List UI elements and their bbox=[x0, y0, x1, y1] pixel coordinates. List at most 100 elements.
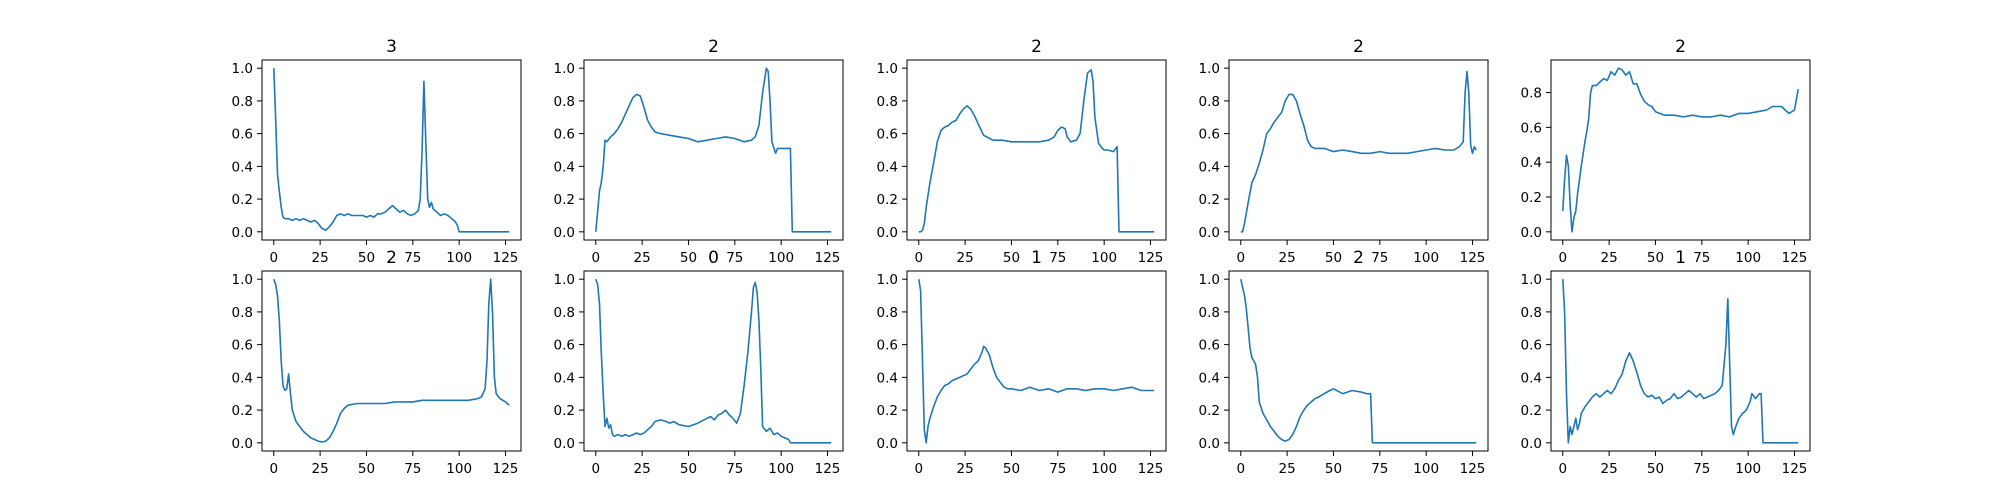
x-tick-label: 0 bbox=[1236, 461, 1245, 477]
x-tick-label: 100 bbox=[1735, 461, 1761, 477]
plot-frame bbox=[583, 270, 844, 452]
x-tick-label: 25 bbox=[957, 461, 974, 477]
x-tick-label: 50 bbox=[358, 250, 375, 266]
subplot-9: 2 0 25 50 75 100 125 0.0 0.2 0.4 0.6 0.8 1.0 bbox=[1199, 248, 1489, 477]
y-tick-label: 0.0 bbox=[554, 436, 575, 452]
x-tick-label: 25 bbox=[1601, 250, 1618, 266]
x-tick-label: 25 bbox=[1279, 461, 1296, 477]
series-line bbox=[1562, 67, 1799, 233]
x-tick-label: 25 bbox=[634, 461, 651, 477]
y-tick-label: 0.2 bbox=[877, 192, 898, 208]
y-tick-label: 0.2 bbox=[232, 403, 253, 419]
y-tick-label: 1.0 bbox=[1199, 61, 1220, 77]
x-tick-label: 125 bbox=[1782, 461, 1808, 477]
plot-frame bbox=[906, 270, 1167, 452]
x-tick-label: 100 bbox=[1735, 250, 1761, 266]
y-tick-label: 0.0 bbox=[877, 436, 898, 452]
y-tick-label: 0.0 bbox=[1521, 436, 1542, 452]
x-tick-label: 25 bbox=[1601, 461, 1618, 477]
y-tick-label: 0.2 bbox=[1199, 403, 1220, 419]
subplot-title: 2 bbox=[708, 37, 719, 57]
plot-frame bbox=[1228, 270, 1489, 452]
subplot-6: 2 0 25 50 75 100 125 0.0 0.2 0.4 0.6 0.8 1.0 bbox=[232, 248, 522, 477]
y-tick-label: 1.0 bbox=[1521, 272, 1542, 288]
x-tick-label: 125 bbox=[815, 461, 841, 477]
y-tick-label: 0.4 bbox=[232, 370, 253, 386]
y-tick-label: 0.6 bbox=[1199, 338, 1220, 354]
y-tick-label: 0.8 bbox=[554, 305, 575, 321]
y-tick-label: 0.0 bbox=[232, 225, 253, 241]
y-tick-label: 0.0 bbox=[1199, 225, 1220, 241]
x-tick-label: 50 bbox=[1647, 250, 1664, 266]
x-tick-label: 100 bbox=[446, 250, 472, 266]
subplot-title: 2 bbox=[1675, 37, 1686, 57]
y-tick-label: 0.4 bbox=[1199, 370, 1220, 386]
x-tick-label: 25 bbox=[957, 250, 974, 266]
y-tick-label: 0.4 bbox=[877, 159, 898, 175]
y-tick-label: 0.2 bbox=[1521, 403, 1542, 419]
subplot-5: 2 0 25 50 75 100 125 0.0 0.2 0.4 0.6 0.8 bbox=[1521, 37, 1811, 266]
y-tick-label: 0.8 bbox=[1521, 86, 1542, 102]
y-tick-label: 0.4 bbox=[877, 370, 898, 386]
y-tick-label: 0.6 bbox=[1521, 338, 1542, 354]
y-tick-label: 0.2 bbox=[877, 403, 898, 419]
y-tick-label: 0.8 bbox=[554, 94, 575, 110]
y-tick-label: 0.8 bbox=[1521, 305, 1542, 321]
x-tick-label: 125 bbox=[493, 461, 519, 477]
x-tick-label: 125 bbox=[1460, 250, 1486, 266]
x-tick-label: 100 bbox=[1413, 250, 1439, 266]
y-tick-label: 0.8 bbox=[877, 305, 898, 321]
x-tick-label: 25 bbox=[312, 250, 329, 266]
x-tick-label: 50 bbox=[1325, 461, 1342, 477]
x-tick-label: 75 bbox=[1371, 461, 1388, 477]
x-tick-label: 75 bbox=[1693, 250, 1710, 266]
subplot-title: 2 bbox=[1031, 37, 1042, 57]
subplot-4: 2 0 25 50 75 100 125 0.0 0.2 0.4 0.6 0.8 1.0 bbox=[1199, 37, 1489, 266]
x-tick-label: 50 bbox=[680, 250, 697, 266]
y-tick-label: 0.4 bbox=[1521, 370, 1542, 386]
plot-frame bbox=[1550, 59, 1811, 241]
x-tick-label: 125 bbox=[1138, 250, 1164, 266]
y-tick-label: 1.0 bbox=[232, 272, 253, 288]
x-tick-label: 0 bbox=[269, 461, 278, 477]
x-tick-label: 25 bbox=[1279, 250, 1296, 266]
series-line bbox=[1240, 279, 1477, 444]
y-tick-label: 0.2 bbox=[232, 192, 253, 208]
x-tick-label: 0 bbox=[591, 461, 600, 477]
x-tick-label: 0 bbox=[914, 461, 923, 477]
x-tick-label: 50 bbox=[680, 461, 697, 477]
x-tick-label: 125 bbox=[1138, 461, 1164, 477]
x-tick-label: 50 bbox=[1003, 461, 1020, 477]
subplot-title: 3 bbox=[386, 37, 397, 57]
y-tick-label: 0.4 bbox=[554, 370, 575, 386]
y-tick-label: 0.8 bbox=[1199, 94, 1220, 110]
x-tick-label: 100 bbox=[1091, 461, 1117, 477]
series-line bbox=[1562, 279, 1799, 444]
y-tick-label: 0.0 bbox=[1199, 436, 1220, 452]
subplot-title: 1 bbox=[1675, 248, 1686, 268]
x-tick-label: 50 bbox=[1325, 250, 1342, 266]
y-tick-label: 0.8 bbox=[877, 94, 898, 110]
y-tick-label: 0.0 bbox=[1521, 225, 1542, 241]
y-tick-label: 0.4 bbox=[1521, 155, 1542, 171]
subplot-7: 0 0 25 50 75 100 125 0.0 0.2 0.4 0.6 0.8 1.0 bbox=[554, 248, 844, 477]
y-tick-label: 0.0 bbox=[232, 436, 253, 452]
y-tick-label: 0.2 bbox=[1521, 190, 1542, 206]
series-line bbox=[1240, 70, 1477, 233]
series-line bbox=[595, 278, 832, 444]
plot-frame bbox=[583, 59, 844, 241]
x-tick-label: 50 bbox=[358, 461, 375, 477]
x-tick-label: 0 bbox=[1558, 461, 1567, 477]
x-tick-label: 125 bbox=[1460, 461, 1486, 477]
x-tick-label: 50 bbox=[1003, 250, 1020, 266]
series-line bbox=[918, 279, 1155, 444]
x-tick-label: 75 bbox=[1693, 461, 1710, 477]
series-line bbox=[918, 69, 1155, 233]
y-tick-label: 0.4 bbox=[232, 159, 253, 175]
subplot-10: 1 0 25 50 75 100 125 0.0 0.2 0.4 0.6 0.8 1.0 bbox=[1521, 248, 1811, 477]
x-tick-label: 25 bbox=[634, 250, 651, 266]
y-tick-label: 1.0 bbox=[554, 272, 575, 288]
plot-frame bbox=[261, 270, 522, 452]
